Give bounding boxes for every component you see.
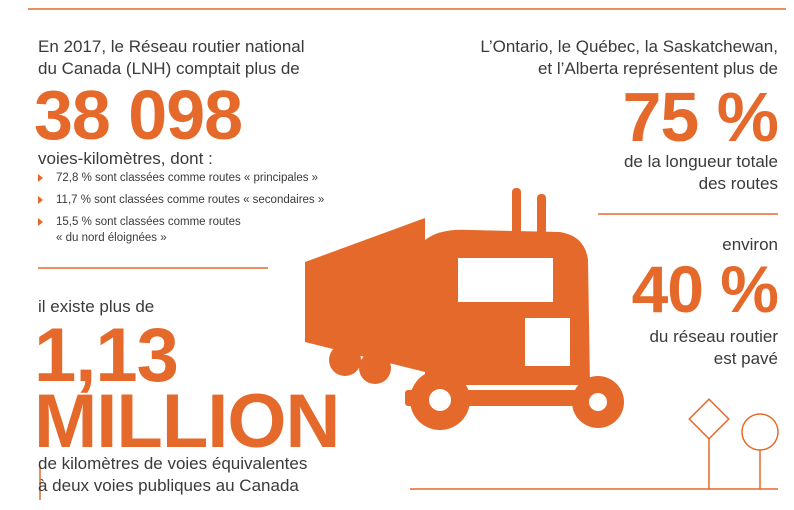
round-sign (741, 413, 779, 451)
trailer (305, 218, 425, 372)
big-number: 75 % (622, 78, 779, 156)
big-number: 38 098 (34, 76, 243, 154)
second-text: à deux voies publiques au Canada (38, 476, 299, 495)
hub (429, 389, 451, 411)
text-line: de la longueur totale (623, 152, 778, 171)
bullet: 15,5 % sont classées comme routes (56, 216, 241, 228)
second-intro: environ (722, 235, 778, 254)
second-text: du réseau routier (649, 327, 778, 346)
bullet: 11,7 % sont classées comme routes « seco… (56, 194, 325, 206)
wheel (329, 344, 361, 376)
intro-line: et l’Alberta représentent plus de (537, 59, 778, 78)
second-text: de kilomètres de voies équivalentes (38, 454, 308, 473)
bullet: 72,8 % sont classées comme routes « prin… (56, 172, 319, 184)
second-number: 1,13 (34, 313, 179, 398)
hub (589, 393, 607, 411)
second-word: MILLION (34, 379, 340, 464)
bullet-icons (38, 174, 43, 226)
bullet-chevron (38, 196, 43, 204)
bullet: « du nord éloignées » (56, 232, 167, 244)
exhaust (512, 188, 521, 243)
second-intro: il existe plus de (38, 297, 155, 316)
second-number: 40 % (631, 252, 779, 326)
intro-line: En 2017, le Réseau routier national (38, 37, 305, 56)
diamond-sign (688, 398, 730, 440)
wheel (359, 352, 391, 384)
intro-line: du Canada (LNH) comptait plus de (38, 59, 300, 78)
intro-line: L’Ontario, le Québec, la Saskatchewan, (480, 37, 778, 56)
unit: voies-kilomètres, dont : (38, 149, 213, 168)
windshield (458, 258, 553, 302)
second-text: est pavé (713, 349, 778, 368)
text-line: des routes (698, 174, 778, 193)
grille (525, 318, 570, 366)
truck (305, 188, 624, 430)
bullet-chevron (38, 218, 43, 226)
bullet-chevron (38, 174, 43, 182)
road-signs (688, 398, 779, 489)
